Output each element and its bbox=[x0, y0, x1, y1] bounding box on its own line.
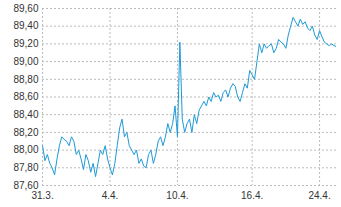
svg-text:88,20: 88,20 bbox=[13, 127, 38, 138]
svg-text:87,60: 87,60 bbox=[13, 179, 39, 191]
svg-text:10.4.: 10.4. bbox=[166, 190, 188, 201]
svg-text:89,40: 89,40 bbox=[13, 20, 38, 31]
svg-text:24.4.: 24.4. bbox=[308, 190, 330, 201]
svg-text:89,60: 89,60 bbox=[13, 3, 38, 14]
svg-text:31.3.: 31.3. bbox=[31, 190, 53, 201]
svg-text:87,80: 87,80 bbox=[13, 162, 38, 173]
svg-text:88,60: 88,60 bbox=[13, 91, 38, 102]
svg-text:4.4.: 4.4. bbox=[102, 190, 119, 201]
svg-text:88,00: 88,00 bbox=[13, 144, 38, 155]
svg-text:88,80: 88,80 bbox=[13, 74, 38, 85]
svg-text:89,00: 89,00 bbox=[13, 56, 38, 67]
svg-text:89,20: 89,20 bbox=[13, 38, 38, 49]
svg-text:88,40: 88,40 bbox=[13, 109, 38, 120]
svg-text:16.4.: 16.4. bbox=[241, 190, 263, 201]
